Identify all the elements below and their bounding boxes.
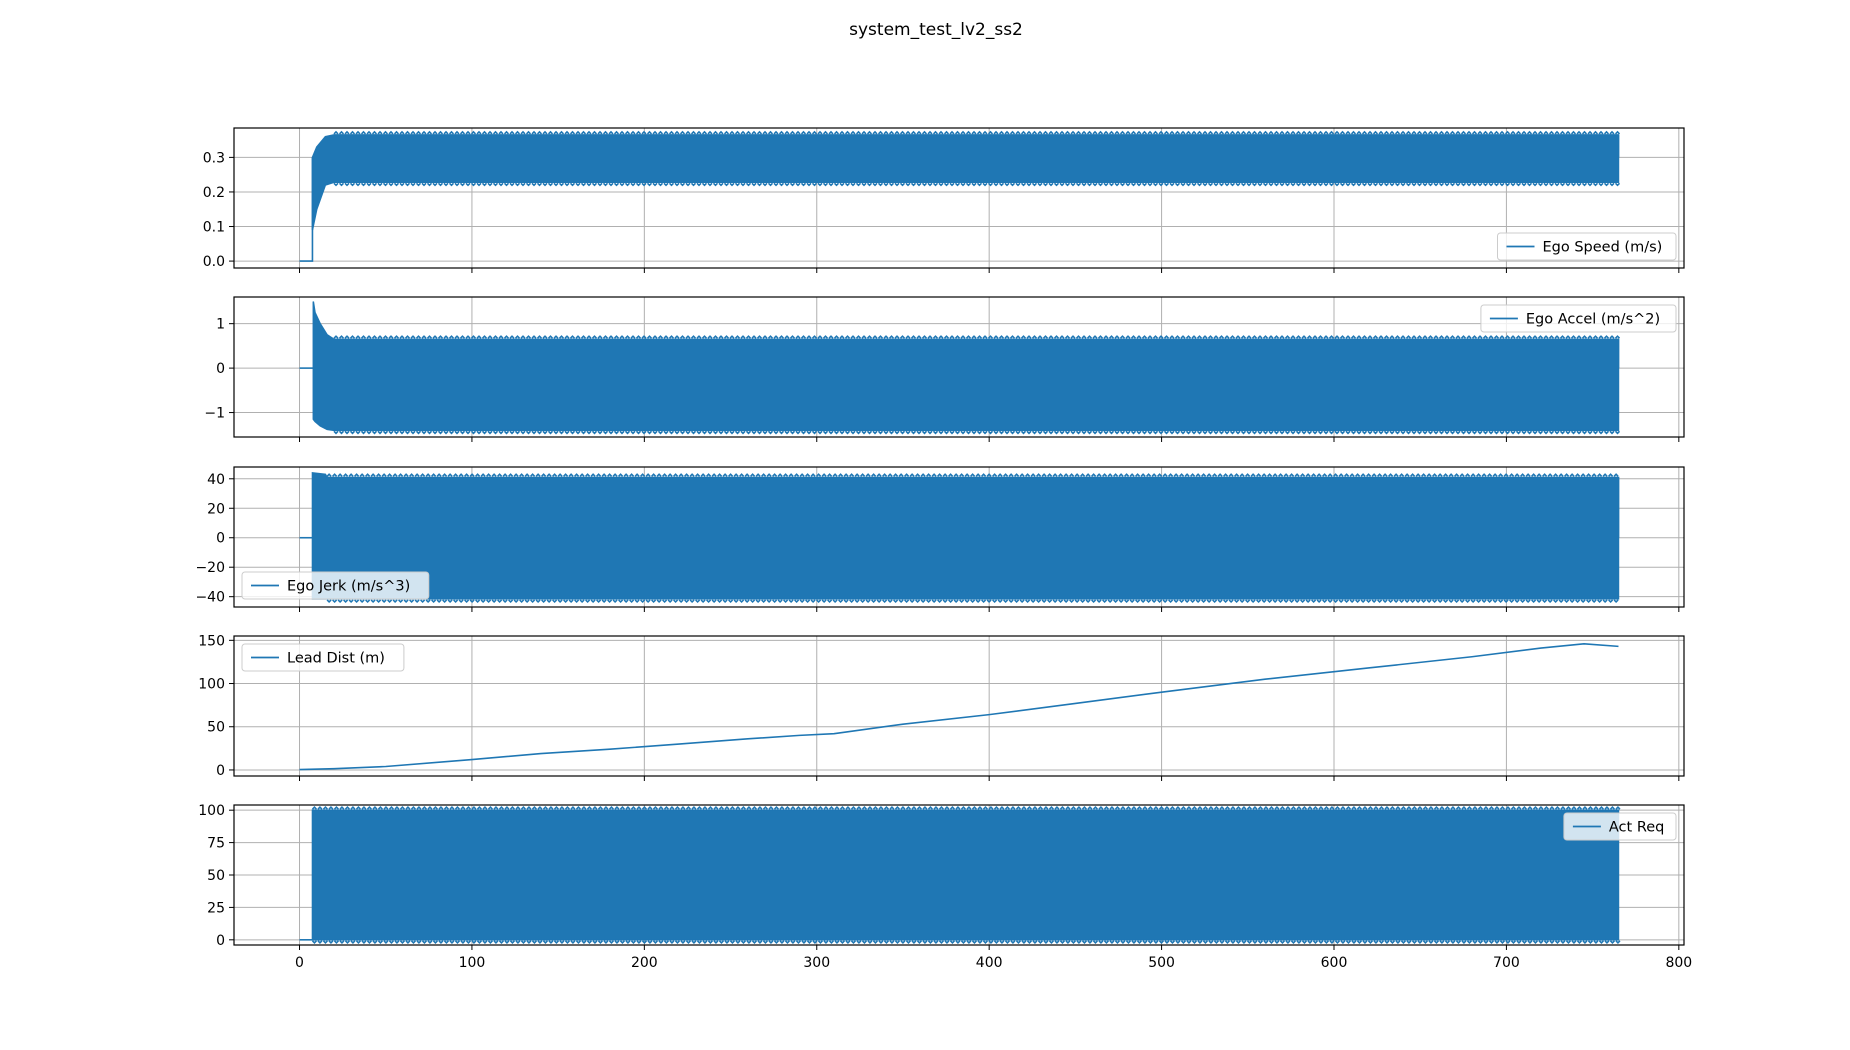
- y-tick-label: 100: [198, 803, 225, 819]
- x-tick-label: 200: [631, 955, 658, 971]
- y-tick-label: 0.2: [203, 185, 225, 201]
- series-oscillation-edge: [333, 335, 1621, 435]
- axes-frame: [233, 296, 1685, 438]
- legend-label: Ego Accel (m/s^2): [1526, 312, 1660, 328]
- series-oscillation-edge: [326, 473, 1619, 604]
- y-tick-label: 0: [216, 531, 225, 547]
- legend-label: Act Req: [1609, 820, 1664, 836]
- series-envelope: [311, 472, 1620, 600]
- legend-box: [1480, 304, 1677, 333]
- series-step: [299, 157, 314, 262]
- series-envelope: [311, 134, 1620, 231]
- y-tick-label: 50: [207, 868, 225, 884]
- subplot-stack: 0.0 0.1 0.2 0.3 Ego Speed (m/s) −1 0 1 Ego Accel…: [195, 127, 1692, 971]
- series-oscillation-edge: [311, 806, 1621, 944]
- x-tick-label: 0: [295, 955, 304, 971]
- y-tick-label: 0.0: [203, 254, 225, 270]
- y-tick-label: 75: [207, 836, 225, 852]
- legend: Ego Speed (m/s): [1497, 232, 1677, 261]
- legend-box: [241, 643, 405, 672]
- x-tick-label: 100: [459, 955, 486, 971]
- plot-area: [299, 806, 1621, 944]
- y-tick-label: 50: [207, 720, 225, 736]
- y-tick-label: 0: [216, 763, 225, 779]
- subplot-2: −1 0 1 Ego Accel (m/s^2): [204, 296, 1685, 442]
- subplot-1: 0.0 0.1 0.2 0.3 Ego Speed (m/s): [203, 127, 1685, 273]
- x-tick-label: 400: [976, 955, 1003, 971]
- series-envelope: [311, 809, 1620, 941]
- y-tick-label: 0: [216, 361, 225, 377]
- series-oscillation-edge: [333, 130, 1621, 187]
- y-tick-label: 100: [198, 677, 225, 693]
- x-tick-label: 600: [1321, 955, 1348, 971]
- x-tick-label: 300: [803, 955, 830, 971]
- plot-area: [299, 472, 1620, 604]
- y-tick-label: −20: [195, 560, 225, 576]
- x-tick-label: 800: [1665, 955, 1692, 971]
- y-tick-label: 0: [216, 933, 225, 949]
- y-tick-label: −1: [204, 406, 225, 422]
- legend: Ego Jerk (m/s^3): [241, 571, 430, 600]
- y-tick-label: −40: [195, 590, 225, 606]
- y-tick-label: 20: [207, 501, 225, 517]
- y-tick-label: 25: [207, 900, 225, 916]
- legend: Ego Accel (m/s^2): [1480, 304, 1677, 333]
- figure-title: system_test_lv2_ss2: [849, 20, 1023, 40]
- legend: Act Req: [1563, 812, 1677, 841]
- x-tick-label: 500: [1148, 955, 1175, 971]
- x-tick-label: 700: [1493, 955, 1520, 971]
- subplot-3: −40 −20 0 20 40 Ego Jerk (m/s^3): [195, 466, 1685, 612]
- y-tick-label: 0.3: [203, 150, 225, 166]
- legend-box: [1497, 232, 1677, 261]
- legend-box: [241, 571, 430, 600]
- plot-area: [299, 642, 1619, 771]
- legend-box: [1563, 812, 1677, 841]
- series-line: [299, 642, 1619, 771]
- plot-area: [299, 301, 1621, 435]
- legend-label: Lead Dist (m): [287, 651, 385, 667]
- series-envelope: [312, 301, 1620, 432]
- legend-label: Ego Jerk (m/s^3): [287, 579, 410, 595]
- y-tick-label: 0.1: [203, 220, 225, 236]
- y-tick-label: 150: [198, 633, 225, 649]
- axes-frame: [233, 635, 1685, 777]
- axes-frame: [233, 127, 1685, 269]
- plot-area: [299, 130, 1621, 262]
- subplot-5: 0 25 50 75 100 0 100 200 300 400 500 600 700 800 Act R…: [198, 803, 1692, 971]
- y-tick-label: 40: [207, 472, 225, 488]
- legend: Lead Dist (m): [241, 643, 405, 672]
- subplot-4: 0 50 100 150 Lead Dist (m): [198, 633, 1685, 781]
- axes-frame: [233, 466, 1685, 608]
- legend-label: Ego Speed (m/s): [1543, 240, 1663, 256]
- y-tick-label: 1: [216, 317, 225, 333]
